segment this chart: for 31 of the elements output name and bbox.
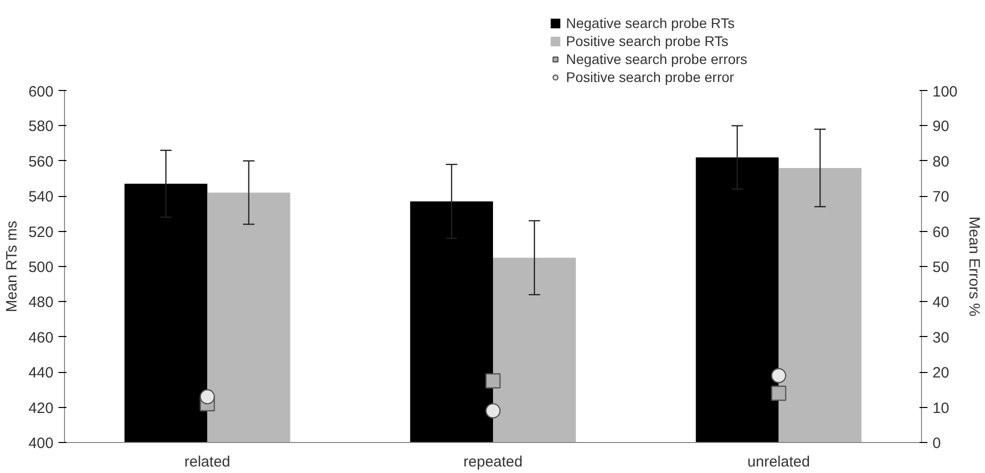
y2-tick-label: 30 — [932, 329, 950, 346]
y2-tick-label: 60 — [932, 224, 950, 241]
y-tick-label: 420 — [28, 400, 54, 417]
y-tick-label: 560 — [28, 153, 54, 170]
x-tick-label: related — [184, 454, 230, 470]
y2-axis-title: Mean Errors % — [966, 216, 983, 317]
x-tick-label: unrelated — [747, 454, 810, 470]
y-tick-label: 500 — [28, 259, 54, 276]
legend-label: Negative search probe RTs — [566, 15, 735, 31]
y2-tick-label: 80 — [932, 153, 950, 170]
legend-label: Negative search probe errors — [566, 51, 748, 67]
y-tick-label: 580 — [28, 118, 54, 136]
y-tick-label: 480 — [28, 294, 54, 312]
y2-tick-label: 40 — [932, 294, 950, 312]
y2-tick-label: 90 — [932, 118, 950, 136]
y2-tick-label: 10 — [932, 400, 950, 417]
y2-tick-label: 50 — [932, 259, 950, 276]
y-tick-label: 540 — [28, 188, 54, 206]
y2-tick-label: 0 — [932, 435, 941, 452]
legend-label: Positive search probe RTs — [566, 33, 728, 49]
y-tick-label: 600 — [28, 84, 54, 100]
legend-label: Positive search probe error — [566, 69, 734, 85]
y-tick-label: 440 — [28, 364, 54, 382]
y2-tick-label: 20 — [932, 364, 950, 382]
x-tick-label: repeated — [463, 454, 523, 470]
y-tick-label: 460 — [28, 329, 54, 346]
y-tick-label: 520 — [28, 224, 54, 241]
y-tick-label: 400 — [28, 435, 54, 452]
y2-tick-label: 100 — [932, 84, 958, 100]
y-axis-title: Mean RTs ms — [3, 220, 20, 312]
y2-tick-label: 70 — [932, 188, 950, 206]
